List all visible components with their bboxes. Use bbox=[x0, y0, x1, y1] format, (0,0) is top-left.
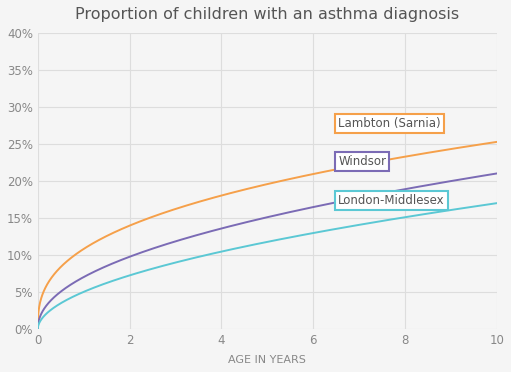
Text: Windsor: Windsor bbox=[338, 155, 386, 168]
X-axis label: AGE IN YEARS: AGE IN YEARS bbox=[228, 355, 306, 365]
Title: Proportion of children with an asthma diagnosis: Proportion of children with an asthma di… bbox=[75, 7, 459, 22]
Text: London-Middlesex: London-Middlesex bbox=[338, 193, 445, 206]
Text: Lambton (Sarnia): Lambton (Sarnia) bbox=[338, 116, 441, 129]
